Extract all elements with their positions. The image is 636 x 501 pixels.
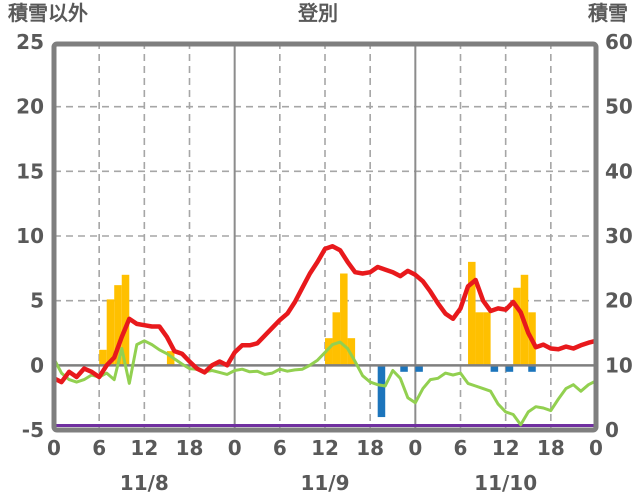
yellow-bar (332, 312, 341, 366)
yellow-bar (347, 338, 356, 366)
right-axis-tick-label: 40 (605, 159, 633, 183)
yellow-bar (106, 299, 115, 366)
blue-bar (377, 365, 386, 418)
right-axis-tick-label: 60 (605, 30, 633, 54)
blue-bar (490, 365, 499, 372)
left-axis-tick-label: 0 (30, 353, 44, 377)
right-axis-tick-label: 0 (605, 418, 619, 442)
right-axis-title: 積雪 (588, 1, 628, 25)
yellow-bar (468, 261, 476, 366)
left-axis-tick-label: 15 (16, 159, 44, 183)
chart-title: 登別 (298, 1, 338, 25)
left-axis-tick-label: -5 (22, 418, 44, 442)
x-axis-hour-label: 0 (408, 436, 422, 460)
yellow-bar (475, 312, 484, 366)
left-axis-title: 積雪以外 (8, 1, 88, 25)
left-axis-tick-label: 20 (16, 95, 44, 119)
x-axis-hour-label: 12 (311, 436, 339, 460)
yellow-bar (513, 287, 521, 366)
x-axis-hour-label: 0 (47, 436, 61, 460)
left-axis-tick-label: 10 (16, 224, 44, 248)
yellow-bar (340, 273, 348, 366)
plot-frame (51, 41, 599, 433)
right-axis-tick-label: 30 (605, 224, 633, 248)
yellow-bar (114, 285, 122, 366)
right-axis-tick-label: 10 (605, 353, 633, 377)
blue-bar (400, 365, 408, 372)
blue-bar (505, 365, 514, 372)
right-axis-tick-label: 20 (605, 289, 633, 313)
x-axis-date-label: 11/8 (120, 471, 169, 495)
x-axis-hour-label: 0 (228, 436, 242, 460)
x-axis-hour-label: 12 (492, 436, 520, 460)
yellow-bar (166, 351, 175, 366)
yellow-bar (483, 312, 491, 366)
green-line (52, 339, 598, 427)
x-axis-hour-label: 18 (537, 436, 565, 460)
red-line (51, 244, 599, 385)
x-axis-date-label: 11/9 (300, 471, 349, 495)
x-axis-hour-label: 6 (92, 436, 106, 460)
x-axis-date-label: 11/10 (474, 471, 537, 495)
left-axis-tick-label: 25 (16, 30, 44, 54)
blue-bar (415, 365, 423, 372)
yellow-bar (99, 349, 107, 366)
yellow-bar (121, 274, 130, 366)
blue-bar (528, 365, 536, 372)
right-axis-tick-label: 50 (605, 95, 633, 119)
x-axis-hour-label: 18 (176, 436, 204, 460)
yellow-bar (325, 338, 333, 366)
x-axis-hour-label: 0 (589, 436, 603, 460)
x-axis-hour-label: 18 (356, 436, 384, 460)
x-axis-hour-label: 6 (273, 436, 287, 460)
left-axis-tick-label: 5 (30, 289, 44, 313)
x-axis-hour-label: 12 (130, 436, 158, 460)
x-axis-hour-label: 6 (454, 436, 468, 460)
